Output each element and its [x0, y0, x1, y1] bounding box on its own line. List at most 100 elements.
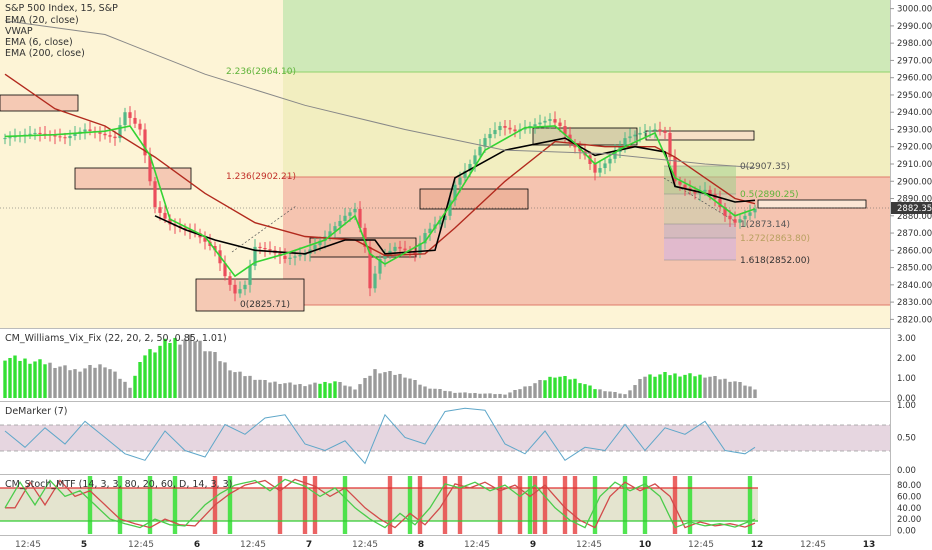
vix-bar — [743, 385, 747, 398]
time-tick-label: 12 — [751, 540, 764, 550]
candle-body — [3, 138, 7, 140]
vix-bar — [343, 385, 347, 398]
time-axis[interactable]: 12:45 5 12:45 6 12:45 7 12:45 8 12:45 9 12:45 10 12:… — [15, 540, 875, 550]
candle-body — [643, 131, 647, 133]
fib-label: 1.618(2852.00) — [740, 256, 810, 266]
axis-tick-label: 2940.00 — [897, 108, 932, 118]
vix-bar — [298, 384, 302, 398]
vix-bar — [213, 352, 217, 398]
stoch-green-bar — [527, 476, 533, 534]
stoch-k-line — [4, 478, 756, 529]
vix-bar — [338, 382, 342, 398]
vix-bar — [128, 387, 132, 398]
zone-box[interactable] — [757, 199, 867, 209]
vix-bar — [738, 382, 742, 398]
vix-bar — [18, 360, 22, 398]
vix-bar — [328, 383, 332, 398]
candle-body — [603, 163, 607, 169]
zone-box[interactable] — [0, 94, 79, 112]
candle-body — [293, 256, 297, 258]
zone-box[interactable] — [195, 278, 305, 312]
axis-tick-label: 2860.00 — [897, 246, 932, 256]
stoch-green-bar — [642, 476, 648, 534]
vix-bar — [633, 385, 637, 398]
candle-body — [233, 284, 237, 294]
time-tick-label: 10 — [639, 540, 652, 550]
vix-bar — [353, 389, 357, 398]
candle-body — [733, 219, 737, 223]
candle-body — [203, 237, 207, 242]
candle-body — [573, 143, 577, 148]
vix-bar — [518, 389, 522, 398]
stoch-d-line — [5, 478, 756, 529]
time-tick-label: 12:45 — [688, 540, 714, 550]
vix-bar — [488, 393, 492, 398]
vix-bar — [733, 381, 737, 398]
time-tick-label: 5 — [81, 540, 87, 550]
candle-body — [38, 132, 42, 134]
zone-box[interactable] — [419, 188, 529, 210]
axis-tick-label: 2870.00 — [897, 229, 932, 239]
stoch-red-bar — [517, 476, 523, 534]
stoch-green-bar — [407, 476, 413, 534]
trend-dotted-line — [231, 205, 297, 253]
candle-body — [413, 252, 417, 254]
candle-body — [503, 126, 507, 128]
candle-body — [238, 289, 242, 294]
axis-tick-label: 0.00 — [897, 526, 916, 536]
vix-bar — [318, 383, 322, 398]
demarker-pane[interactable]: DeMarker (7) — [0, 402, 890, 474]
vix-bar — [528, 386, 532, 398]
price-pane[interactable]: 2.236(2964.10) 1.236(2902.21) 0(2825.71)… — [0, 0, 890, 328]
stoch-red-bar — [387, 476, 393, 534]
candle-body — [743, 215, 747, 220]
candle-body — [148, 155, 152, 182]
zone-box[interactable] — [532, 127, 638, 146]
vix-bar — [703, 377, 707, 398]
vix-bar — [43, 364, 47, 398]
vix-bar — [158, 345, 162, 398]
vix-bar — [603, 391, 607, 398]
vix-bar — [153, 352, 157, 398]
candle-body — [508, 127, 512, 130]
last-price-tag — [891, 202, 932, 214]
stoch-band — [0, 488, 758, 521]
zone-box[interactable] — [645, 130, 755, 141]
time-tick-label: 12:45 — [800, 540, 826, 550]
vix-bar — [248, 375, 252, 398]
candle-body — [253, 246, 257, 266]
vix-bar — [568, 379, 572, 398]
vix-axis-ticks: 0.00 1.00 2.00 3.00 — [897, 334, 916, 404]
last-price-label: 2882.35 — [897, 204, 932, 214]
time-tick-label: 12:45 — [240, 540, 266, 550]
zone-box[interactable] — [74, 167, 192, 190]
stoch-red-bar — [497, 476, 503, 534]
vix-bar — [673, 373, 677, 398]
vix-bar — [93, 367, 97, 398]
price-axis[interactable]: 2820.00 2830.00 2840.00 2850.00 2860.00 2870.… — [890, 0, 932, 550]
axis-tick-label: 2930.00 — [897, 125, 932, 135]
stoch-pane[interactable]: CM_Stoch_MTF (14, 3, 3, 80, 20, 60, D, 1… — [0, 475, 890, 535]
candle-body — [468, 164, 472, 171]
candle-body — [683, 184, 687, 189]
stoch-lines — [4, 478, 756, 529]
candle-body — [538, 122, 542, 125]
stoch-green-bar — [747, 476, 753, 534]
vix-fix-pane[interactable]: CM_Williams_Vix_Fix (22, 20, 2, 50, 0.85… — [0, 329, 890, 401]
fib-box-pink — [664, 238, 736, 260]
candle-body — [348, 212, 352, 216]
axis-tick-label: 3000.00 — [897, 5, 932, 15]
vix-bar — [263, 380, 267, 398]
vix-bar — [693, 376, 697, 398]
candle-body — [693, 190, 697, 194]
candle-body — [63, 137, 67, 139]
fib-label: 1.272(2863.80) — [740, 234, 810, 244]
stoch-red-bar — [672, 476, 678, 534]
candle-body — [483, 138, 487, 147]
candle-body — [113, 136, 117, 139]
vix-bar — [628, 390, 632, 398]
vix-bar — [98, 364, 102, 398]
vix-bar — [538, 380, 542, 398]
